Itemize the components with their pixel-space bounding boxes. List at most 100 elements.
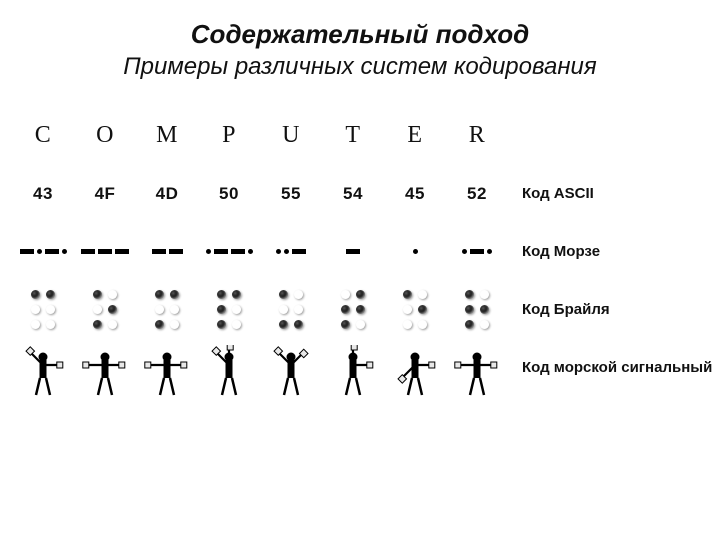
- braille-dot: [108, 320, 117, 329]
- dot-icon: [206, 249, 211, 254]
- braille-dot: [294, 305, 303, 314]
- ascii-E: 45: [384, 165, 446, 223]
- braille-dot: [341, 305, 350, 314]
- dash-icon: [346, 249, 360, 254]
- morse-U: [260, 223, 322, 281]
- ascii-R: 52: [446, 165, 508, 223]
- braille-dot: [155, 305, 164, 314]
- braille-dot: [170, 320, 179, 329]
- semaphore-E: [384, 339, 446, 397]
- braille-dot: [108, 290, 117, 299]
- braille-dot: [279, 290, 288, 299]
- braille-dot: [465, 320, 474, 329]
- braille-dot: [93, 305, 102, 314]
- semaphore-P: [198, 339, 260, 397]
- dash-icon: [20, 249, 34, 254]
- morse-R: [446, 223, 508, 281]
- semaphore-T: [322, 339, 384, 397]
- letter-C: C: [12, 107, 74, 165]
- letter-R: R: [446, 107, 508, 165]
- dot-icon: [62, 249, 67, 254]
- braille-dot: [217, 305, 226, 314]
- dot-icon: [462, 249, 467, 254]
- dash-icon: [292, 249, 306, 254]
- braille-dot: [232, 320, 241, 329]
- semaphore-R: [446, 339, 508, 397]
- braille-dot: [418, 290, 427, 299]
- label-semaphore: Код морской сигнальный: [508, 359, 712, 376]
- braille-dot: [31, 305, 40, 314]
- braille-dot: [232, 290, 241, 299]
- braille-dot: [31, 290, 40, 299]
- dash-icon: [169, 249, 183, 254]
- dash-icon: [115, 249, 129, 254]
- ascii-O: 4F: [74, 165, 136, 223]
- coding-table: COMPUTER434F4D5055544552Код ASCIIКод Мор…: [12, 107, 708, 397]
- semaphore-U: [260, 339, 322, 397]
- dot-icon: [248, 249, 253, 254]
- ascii-T: 54: [322, 165, 384, 223]
- morse-T: [322, 223, 384, 281]
- label-braille: Код Брайля: [508, 301, 712, 318]
- braille-dot: [294, 290, 303, 299]
- braille-R: [446, 281, 508, 339]
- ascii-C: 43: [12, 165, 74, 223]
- braille-O: [74, 281, 136, 339]
- braille-dot: [465, 305, 474, 314]
- dot-icon: [284, 249, 289, 254]
- braille-C: [12, 281, 74, 339]
- braille-dot: [356, 320, 365, 329]
- ascii-P: 50: [198, 165, 260, 223]
- morse-P: [198, 223, 260, 281]
- braille-dot: [46, 320, 55, 329]
- braille-dot: [170, 290, 179, 299]
- braille-dot: [46, 290, 55, 299]
- dash-icon: [98, 249, 112, 254]
- braille-U: [260, 281, 322, 339]
- dash-icon: [152, 249, 166, 254]
- braille-dot: [403, 320, 412, 329]
- braille-dot: [93, 320, 102, 329]
- braille-dot: [418, 305, 427, 314]
- label-morse: Код Морзе: [508, 243, 712, 260]
- braille-dot: [418, 320, 427, 329]
- dash-icon: [81, 249, 95, 254]
- braille-dot: [403, 290, 412, 299]
- braille-dot: [217, 320, 226, 329]
- letter-M: M: [136, 107, 198, 165]
- label-ascii: Код ASCII: [508, 185, 712, 202]
- braille-dot: [465, 290, 474, 299]
- ascii-M: 4D: [136, 165, 198, 223]
- braille-dot: [341, 290, 350, 299]
- braille-T: [322, 281, 384, 339]
- letter-U: U: [260, 107, 322, 165]
- dot-icon: [276, 249, 281, 254]
- braille-dot: [279, 305, 288, 314]
- ascii-U: 55: [260, 165, 322, 223]
- dash-icon: [470, 249, 484, 254]
- braille-E: [384, 281, 446, 339]
- braille-dot: [108, 305, 117, 314]
- braille-dot: [232, 305, 241, 314]
- letter-P: P: [198, 107, 260, 165]
- letter-T: T: [322, 107, 384, 165]
- letter-O: O: [74, 107, 136, 165]
- braille-M: [136, 281, 198, 339]
- braille-dot: [403, 305, 412, 314]
- morse-O: [74, 223, 136, 281]
- braille-dot: [480, 320, 489, 329]
- braille-dot: [217, 290, 226, 299]
- braille-dot: [480, 305, 489, 314]
- braille-dot: [356, 305, 365, 314]
- braille-dot: [294, 320, 303, 329]
- page-title: Содержательный подход: [12, 18, 708, 51]
- braille-dot: [155, 290, 164, 299]
- braille-dot: [279, 320, 288, 329]
- braille-P: [198, 281, 260, 339]
- dot-icon: [37, 249, 42, 254]
- dash-icon: [214, 249, 228, 254]
- semaphore-C: [12, 339, 74, 397]
- morse-M: [136, 223, 198, 281]
- semaphore-M: [136, 339, 198, 397]
- braille-dot: [170, 305, 179, 314]
